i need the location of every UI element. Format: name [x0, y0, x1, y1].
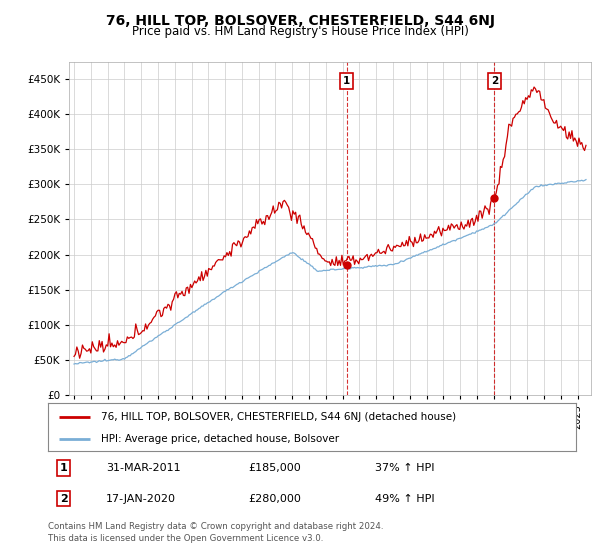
Text: Price paid vs. HM Land Registry's House Price Index (HPI): Price paid vs. HM Land Registry's House …	[131, 25, 469, 38]
Text: £280,000: £280,000	[248, 494, 302, 503]
Text: 76, HILL TOP, BOLSOVER, CHESTERFIELD, S44 6NJ (detached house): 76, HILL TOP, BOLSOVER, CHESTERFIELD, S4…	[101, 412, 456, 422]
Text: 17-JAN-2020: 17-JAN-2020	[106, 494, 176, 503]
Text: 37% ↑ HPI: 37% ↑ HPI	[376, 463, 435, 473]
Text: £185,000: £185,000	[248, 463, 301, 473]
Text: HPI: Average price, detached house, Bolsover: HPI: Average price, detached house, Bols…	[101, 434, 339, 444]
Text: 1: 1	[60, 463, 68, 473]
Text: 2: 2	[60, 494, 68, 503]
Text: 49% ↑ HPI: 49% ↑ HPI	[376, 494, 435, 503]
Text: 2: 2	[491, 76, 498, 86]
Text: 31-MAR-2011: 31-MAR-2011	[106, 463, 181, 473]
Text: 1: 1	[343, 76, 350, 86]
Text: 76, HILL TOP, BOLSOVER, CHESTERFIELD, S44 6NJ: 76, HILL TOP, BOLSOVER, CHESTERFIELD, S4…	[106, 14, 494, 28]
Text: Contains HM Land Registry data © Crown copyright and database right 2024.
This d: Contains HM Land Registry data © Crown c…	[48, 522, 383, 543]
